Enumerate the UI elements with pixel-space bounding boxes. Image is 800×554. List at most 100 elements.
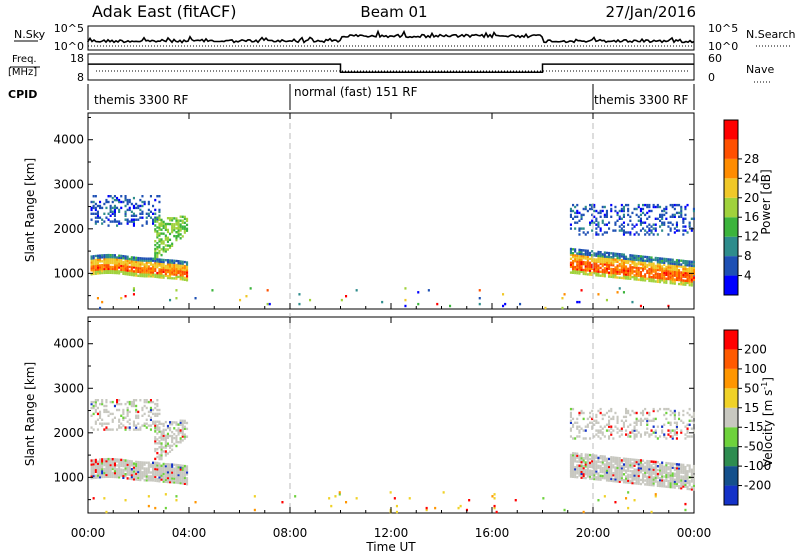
scatter-cell	[169, 232, 172, 236]
scatter-cell	[158, 244, 161, 247]
scatter-cell	[130, 460, 133, 463]
scatter-cell	[181, 274, 184, 277]
scatter-cell	[667, 273, 670, 277]
scatter-cell	[156, 262, 159, 265]
scatter-cell	[671, 464, 674, 467]
scatter-cell	[659, 467, 662, 470]
scatter-cell	[107, 255, 110, 259]
scatter-cell	[593, 254, 596, 257]
scatter-cell	[682, 475, 685, 478]
scatter-cell	[667, 262, 670, 265]
scatter-cell	[586, 465, 589, 468]
scatter-cell	[569, 251, 572, 255]
scatter-cell	[183, 215, 186, 219]
scatter-cell	[644, 273, 647, 276]
scatter-cell	[128, 459, 131, 463]
scatter-cell	[625, 269, 628, 272]
scatter-cell	[147, 261, 150, 264]
scatter-cell	[669, 227, 672, 230]
scatter-cell	[175, 463, 178, 467]
scatter-cell	[644, 255, 647, 259]
scatter-cell	[656, 261, 659, 264]
scatter-cell	[139, 268, 142, 272]
scatter-cell	[580, 468, 583, 471]
scatter-cell	[572, 417, 575, 421]
scatter-cell	[120, 264, 123, 267]
scatter-cell	[122, 257, 125, 260]
beam-title: Beam 01	[360, 3, 427, 21]
scatter-cell	[580, 256, 583, 260]
scatter-cell	[124, 467, 127, 470]
scatter-cell	[96, 210, 99, 213]
scatter-cell	[650, 470, 653, 473]
scatter-cell	[648, 277, 651, 281]
scatter-cell	[614, 268, 617, 271]
scatter-cell	[126, 467, 129, 470]
scatter-cell	[593, 458, 596, 461]
scatter-cell	[111, 256, 114, 259]
scatter-cell	[663, 423, 666, 426]
scatter-cell	[171, 269, 174, 272]
scatter-cell	[667, 466, 670, 469]
scatter-cell	[614, 260, 617, 263]
scatter-cell	[652, 417, 655, 421]
scatter-cell	[179, 431, 182, 434]
scatter-cell	[124, 459, 127, 462]
scatter-cell	[126, 420, 129, 423]
scatter-cell	[572, 465, 575, 469]
scatter-cell	[690, 229, 693, 232]
scatter-cell	[152, 467, 155, 470]
scatter-cell	[158, 457, 161, 461]
scatter-cell	[650, 468, 653, 471]
scatter-cell	[644, 275, 647, 278]
scatter-cell	[652, 233, 655, 236]
scatter-cell	[96, 460, 99, 463]
scatter-cell	[605, 298, 608, 302]
scatter-cell	[665, 217, 668, 220]
scatter-cell	[132, 206, 135, 210]
scatter-cell	[589, 207, 592, 211]
scatter-cell	[576, 215, 579, 218]
scatter-cell	[139, 472, 142, 476]
scatter-cell	[618, 268, 621, 272]
scatter-cell	[665, 281, 668, 284]
scatter-cell	[616, 474, 619, 477]
scatter-cell	[574, 258, 577, 261]
scatter-cell	[173, 475, 176, 478]
scatter-cell	[169, 217, 172, 220]
scatter-cell	[620, 270, 623, 274]
scatter-cell	[111, 254, 114, 257]
scatter-cell	[158, 412, 161, 416]
scatter-cell	[572, 248, 575, 251]
scatter-cell	[574, 260, 577, 263]
scatter-cell	[639, 207, 642, 211]
scatter-cell	[686, 464, 689, 467]
scatter-cell	[599, 256, 602, 260]
scatter-cell	[648, 483, 651, 487]
scatter-cell	[94, 254, 97, 258]
scatter-cell	[90, 463, 93, 466]
scatter-cell	[166, 467, 169, 470]
scatter-cell	[107, 257, 110, 261]
scatter-cell	[141, 212, 144, 215]
scatter-cell	[143, 265, 146, 268]
scatter-cell	[589, 273, 592, 276]
scatter-cell	[169, 450, 172, 453]
scatter-cell	[183, 466, 186, 470]
scatter-cell	[633, 258, 636, 261]
scatter-cell	[667, 271, 670, 275]
scatter-cell	[569, 471, 572, 474]
scatter-cell	[147, 214, 150, 217]
scatter-cell	[181, 464, 184, 467]
scatter-cell	[126, 459, 129, 462]
scatter-cell	[690, 274, 693, 277]
scatter-cell	[160, 457, 163, 461]
scatter-cell	[589, 463, 592, 467]
scatter-cell	[622, 277, 625, 280]
scatter-cell	[154, 216, 157, 219]
scatter-cell	[139, 476, 142, 480]
scatter-cell	[678, 413, 681, 417]
scatter-cell	[162, 266, 165, 269]
scatter-cell	[164, 454, 167, 457]
scatter-cell	[599, 470, 602, 474]
